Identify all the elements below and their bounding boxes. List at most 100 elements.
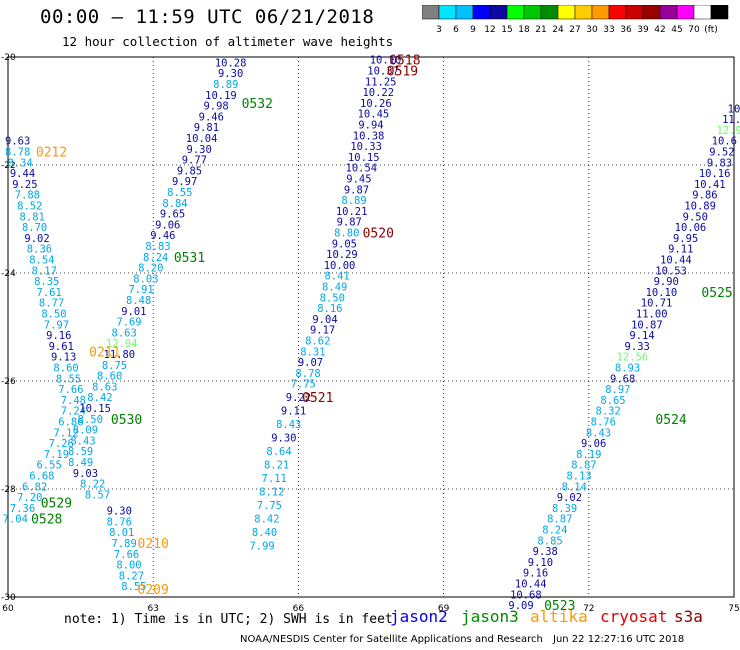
colorbar-swatch xyxy=(710,5,729,20)
wave-height-value: 7.48 xyxy=(61,395,86,407)
pass-time-label: 0525 xyxy=(701,286,732,301)
wave-height-value: 9.94 xyxy=(358,120,383,132)
wave-height-value: 11.25 xyxy=(365,76,397,88)
wave-height-value: 10.37 xyxy=(367,66,399,78)
wave-height-value: 9.30 xyxy=(271,433,296,445)
colorbar-label: 12 xyxy=(484,25,495,35)
wave-height-value: 9.46 xyxy=(150,230,175,242)
wave-height-value: 9.14 xyxy=(629,330,654,342)
wave-height-value: 8.87 xyxy=(547,514,572,526)
wave-height-value: 8.01 xyxy=(109,527,134,539)
wave-height-value: 10.06 xyxy=(675,222,707,234)
y-tick-label: -30 xyxy=(1,593,16,603)
wave-height-value: 10.22 xyxy=(362,87,394,99)
wave-height-value: 8.49 xyxy=(68,457,93,469)
pass-time-label: 0521 xyxy=(302,391,333,406)
wave-height-value: 10.68 xyxy=(510,589,542,601)
wave-height-value: 8.27 xyxy=(119,570,144,582)
wave-height-value: 9.02 xyxy=(24,233,49,245)
wave-height-value: 8.24 xyxy=(542,525,567,537)
wave-height-value: 8.57 xyxy=(85,489,110,501)
y-tick-label: -26 xyxy=(1,377,16,387)
x-tick-label: 66 xyxy=(293,604,305,614)
wave-height-value: 8.20 xyxy=(138,263,163,275)
wave-height-value: 10.00 xyxy=(324,260,356,272)
pass-time-label: 0211 xyxy=(89,345,120,360)
wave-height-value: 9.30 xyxy=(107,506,132,518)
wave-height-value: 8.63 xyxy=(92,381,117,393)
wave-height-value: 7.66 xyxy=(114,549,139,561)
wave-height-value: 8.39 xyxy=(552,503,577,515)
pass-time-label: 0520 xyxy=(363,227,394,242)
wave-height-value: 7.19 xyxy=(44,449,69,461)
wave-height-value: 8.75 xyxy=(102,360,127,372)
y-tick-label: -28 xyxy=(1,485,16,495)
wave-height-value: 8.93 xyxy=(615,363,640,375)
wave-height-value: 8.00 xyxy=(116,560,141,572)
wave-height-value: 7.99 xyxy=(249,541,274,553)
colorbar-label: 3 xyxy=(436,25,442,35)
wave-height-value: 9.46 xyxy=(199,111,224,123)
wave-height-value: 6.55 xyxy=(36,460,61,472)
pass-time-label: 0532 xyxy=(242,97,273,112)
wave-height-value: 10.45 xyxy=(358,109,390,121)
wave-height-value: 9.09 xyxy=(508,600,533,612)
wave-height-value: 9.83 xyxy=(707,157,732,169)
wave-height-value: 8.80 xyxy=(334,228,359,240)
wave-height-value: 9.02 xyxy=(557,492,582,504)
wave-height-value: 9.86 xyxy=(692,190,717,202)
wave-height-value: 9.11 xyxy=(668,244,693,256)
colorbar-label: 39 xyxy=(637,25,649,35)
wave-height-value: 8.43 xyxy=(276,419,301,431)
wave-height-value: 8.52 xyxy=(17,201,42,213)
wave-height-value: 9.01 xyxy=(121,306,146,318)
wave-height-value: 8.59 xyxy=(68,446,93,458)
colorbar-label: 27 xyxy=(569,25,580,35)
wave-height-value: 12.56 xyxy=(617,352,649,364)
wave-height-value: 10.44 xyxy=(515,579,547,591)
wave-height-value: 9.22 xyxy=(286,392,311,404)
wave-height-value: 10.21 xyxy=(336,206,368,218)
footer-note: note: 1) Time is in UTC; 2) SWH is in fe… xyxy=(64,612,393,627)
pass-time-label: 0528 xyxy=(31,513,62,528)
wave-height-value: 8.76 xyxy=(591,417,616,429)
wave-height-value: 8.50 xyxy=(78,414,103,426)
generated-timestamp: Jun 22 12:27:16 UTC 2018 xyxy=(553,634,685,645)
wave-height-value: 10.15 xyxy=(79,403,111,415)
credit-line: NOAA/NESDIS Center for Satellite Applica… xyxy=(240,634,543,645)
pass-time-label: 0523 xyxy=(544,599,575,614)
legend-jason3: jason3 xyxy=(461,607,519,626)
wave-height-value: 10.19 xyxy=(205,90,237,102)
wave-height-value: 9.61 xyxy=(49,341,74,353)
wave-height-value: 9.03 xyxy=(73,468,98,480)
wave-height-value: 10.10 xyxy=(646,287,678,299)
wave-height-value: 8.60 xyxy=(97,371,122,383)
wave-height-value: 9.97 xyxy=(172,176,197,188)
y-tick-label: -22 xyxy=(1,161,16,171)
wave-height-value: 9.68 xyxy=(610,373,635,385)
wave-height-value: 8.34 xyxy=(7,157,32,169)
wave-height-value: 9.05 xyxy=(332,238,357,250)
wave-height-value: 9.11 xyxy=(281,406,306,418)
wave-height-value: 8.63 xyxy=(112,327,137,339)
wave-height-value: 8.85 xyxy=(537,535,562,547)
colorbar-label: 6 xyxy=(453,25,459,35)
wave-height-value: 6.68 xyxy=(29,471,54,483)
wave-height-value: 10.10 xyxy=(370,55,402,67)
wave-height-value: 8.89 xyxy=(213,79,238,91)
x-tick-label: 69 xyxy=(438,604,450,614)
wave-height-value: 7.61 xyxy=(36,287,61,299)
x-tick-label: 72 xyxy=(583,604,594,614)
wave-height-value: 11.00 xyxy=(636,309,668,321)
wave-height-value: 8.60 xyxy=(53,363,78,375)
wave-height-value: 10.16 xyxy=(699,168,731,180)
wave-height-value: 9.10 xyxy=(528,557,553,569)
legend-jason2: jason2 xyxy=(390,607,448,626)
wave-height-value: 6.86 xyxy=(58,417,83,429)
wave-height-value: 7.11 xyxy=(262,473,287,485)
wave-height-value: 9.52 xyxy=(709,147,734,159)
wave-height-value: 8.84 xyxy=(162,198,187,210)
wave-height-value: 7.89 xyxy=(112,538,137,550)
wave-height-value: 8.42 xyxy=(87,392,112,404)
wave-height-value: 7.36 xyxy=(10,503,35,515)
